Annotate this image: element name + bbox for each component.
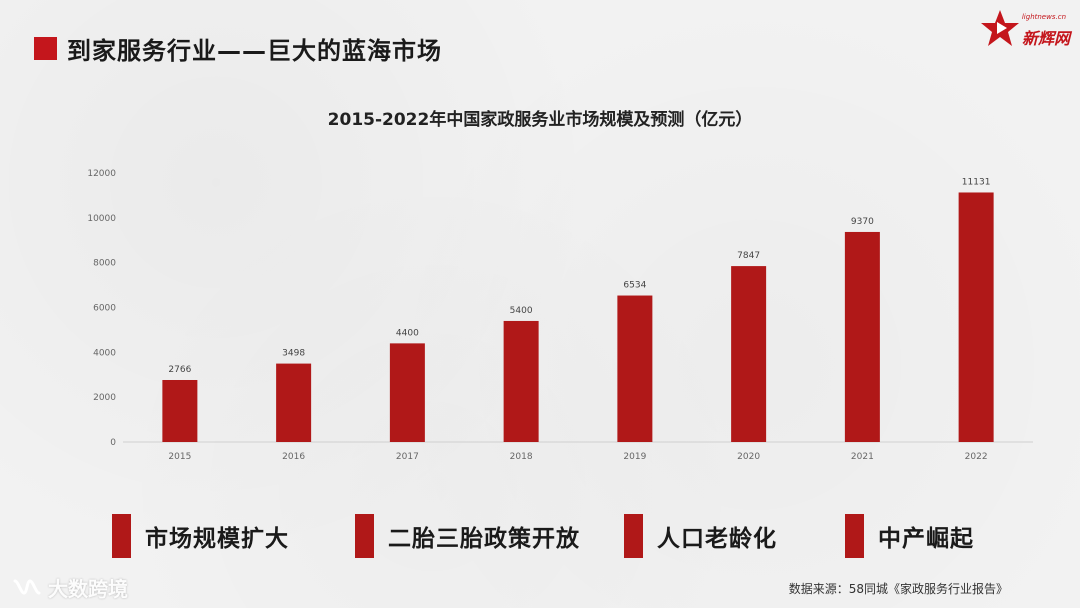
y-tick-label: 6000 [93, 304, 116, 314]
legend: 市场规模扩大 二胎三胎政策开放 人口老龄化 中产崛起 [0, 514, 1080, 562]
legend-label: 二胎三胎政策开放 [388, 526, 580, 552]
x-tick-label: 2021 [851, 452, 874, 462]
heading-square-icon [34, 37, 57, 60]
star-icon [981, 10, 1019, 46]
legend-item: 人口老龄化 [624, 514, 777, 558]
x-tick-label: 2020 [737, 452, 760, 462]
legend-item: 市场规模扩大 [112, 514, 289, 558]
y-tick-label: 0 [110, 438, 116, 448]
data-label: 2766 [168, 365, 191, 375]
x-tick-label: 2019 [623, 452, 646, 462]
x-tick-label: 2022 [965, 452, 988, 462]
y-tick-label: 2000 [93, 393, 116, 403]
legend-label: 市场规模扩大 [145, 526, 289, 552]
bar [617, 295, 653, 442]
logo-name: 新辉网 [1021, 29, 1070, 48]
data-label: 4400 [396, 328, 419, 338]
data-source: 数据来源：58同城《家政服务行业报告》 [788, 582, 1008, 596]
y-tick-label: 4000 [93, 348, 116, 358]
legend-marker [112, 514, 131, 558]
data-label: 9370 [851, 217, 874, 227]
page-title: 到家服务行业——巨大的蓝海市场 [67, 37, 442, 65]
legend-marker [624, 514, 643, 558]
legend-item: 中产崛起 [845, 514, 974, 558]
logo-domain: lightnews.cn [1021, 13, 1066, 21]
x-tick-label: 2018 [510, 452, 533, 462]
data-label: 6534 [623, 281, 646, 291]
watermark: 大数跨境 [12, 573, 128, 602]
y-tick-label: 12000 [87, 169, 116, 179]
data-label: 3498 [282, 349, 305, 359]
data-label: 5400 [510, 306, 533, 316]
bar [276, 363, 312, 442]
x-tick-label: 2017 [396, 452, 419, 462]
bar [389, 343, 425, 442]
wechat-channel-icon [13, 578, 41, 595]
bar [503, 320, 539, 442]
data-label: 7847 [737, 251, 760, 261]
legend-item: 二胎三胎政策开放 [355, 514, 580, 558]
bar [844, 231, 880, 442]
legend-label: 人口老龄化 [657, 526, 777, 552]
legend-label: 中产崛起 [878, 526, 974, 552]
chart-title: 2015-2022年中国家政服务业市场规模及预测（亿元） [327, 110, 753, 130]
page-heading: 到家服务行业——巨大的蓝海市场 [34, 31, 442, 66]
watermark-text: 大数跨境 [48, 577, 128, 601]
brand-logo: lightnews.cn 新辉网 [980, 8, 1072, 48]
x-tick-label: 2016 [282, 452, 305, 462]
data-label: 11131 [962, 177, 991, 187]
y-tick-label: 10000 [87, 214, 116, 224]
x-tick-label: 2015 [168, 452, 191, 462]
bar [162, 379, 198, 442]
legend-marker [845, 514, 864, 558]
bar [958, 192, 994, 442]
y-tick-label: 8000 [93, 259, 116, 269]
bar [731, 266, 767, 442]
legend-marker [355, 514, 374, 558]
